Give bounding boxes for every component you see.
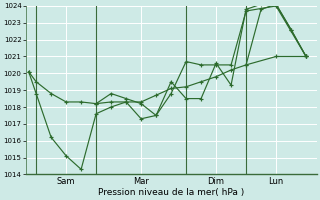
X-axis label: Pression niveau de la mer( hPa ): Pression niveau de la mer( hPa ) — [98, 188, 244, 197]
